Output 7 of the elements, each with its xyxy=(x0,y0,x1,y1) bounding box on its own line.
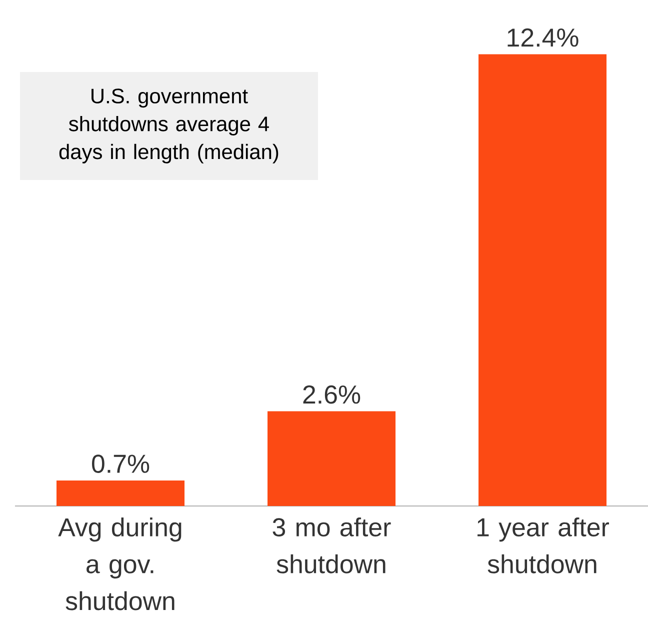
data-label: 12.4% xyxy=(508,28,578,47)
data-label: 2.6% xyxy=(303,385,360,404)
x-tick-label: 3 mo after shutdown xyxy=(272,518,391,574)
x-tick-label: Avg during a gov. shutdown xyxy=(58,518,182,610)
x-tick-label: 1 year after shutdown xyxy=(478,518,610,574)
data-label: 0.7% xyxy=(92,454,150,473)
annotation: U.S. government shutdowns average 4 days in length (median) xyxy=(59,88,278,164)
